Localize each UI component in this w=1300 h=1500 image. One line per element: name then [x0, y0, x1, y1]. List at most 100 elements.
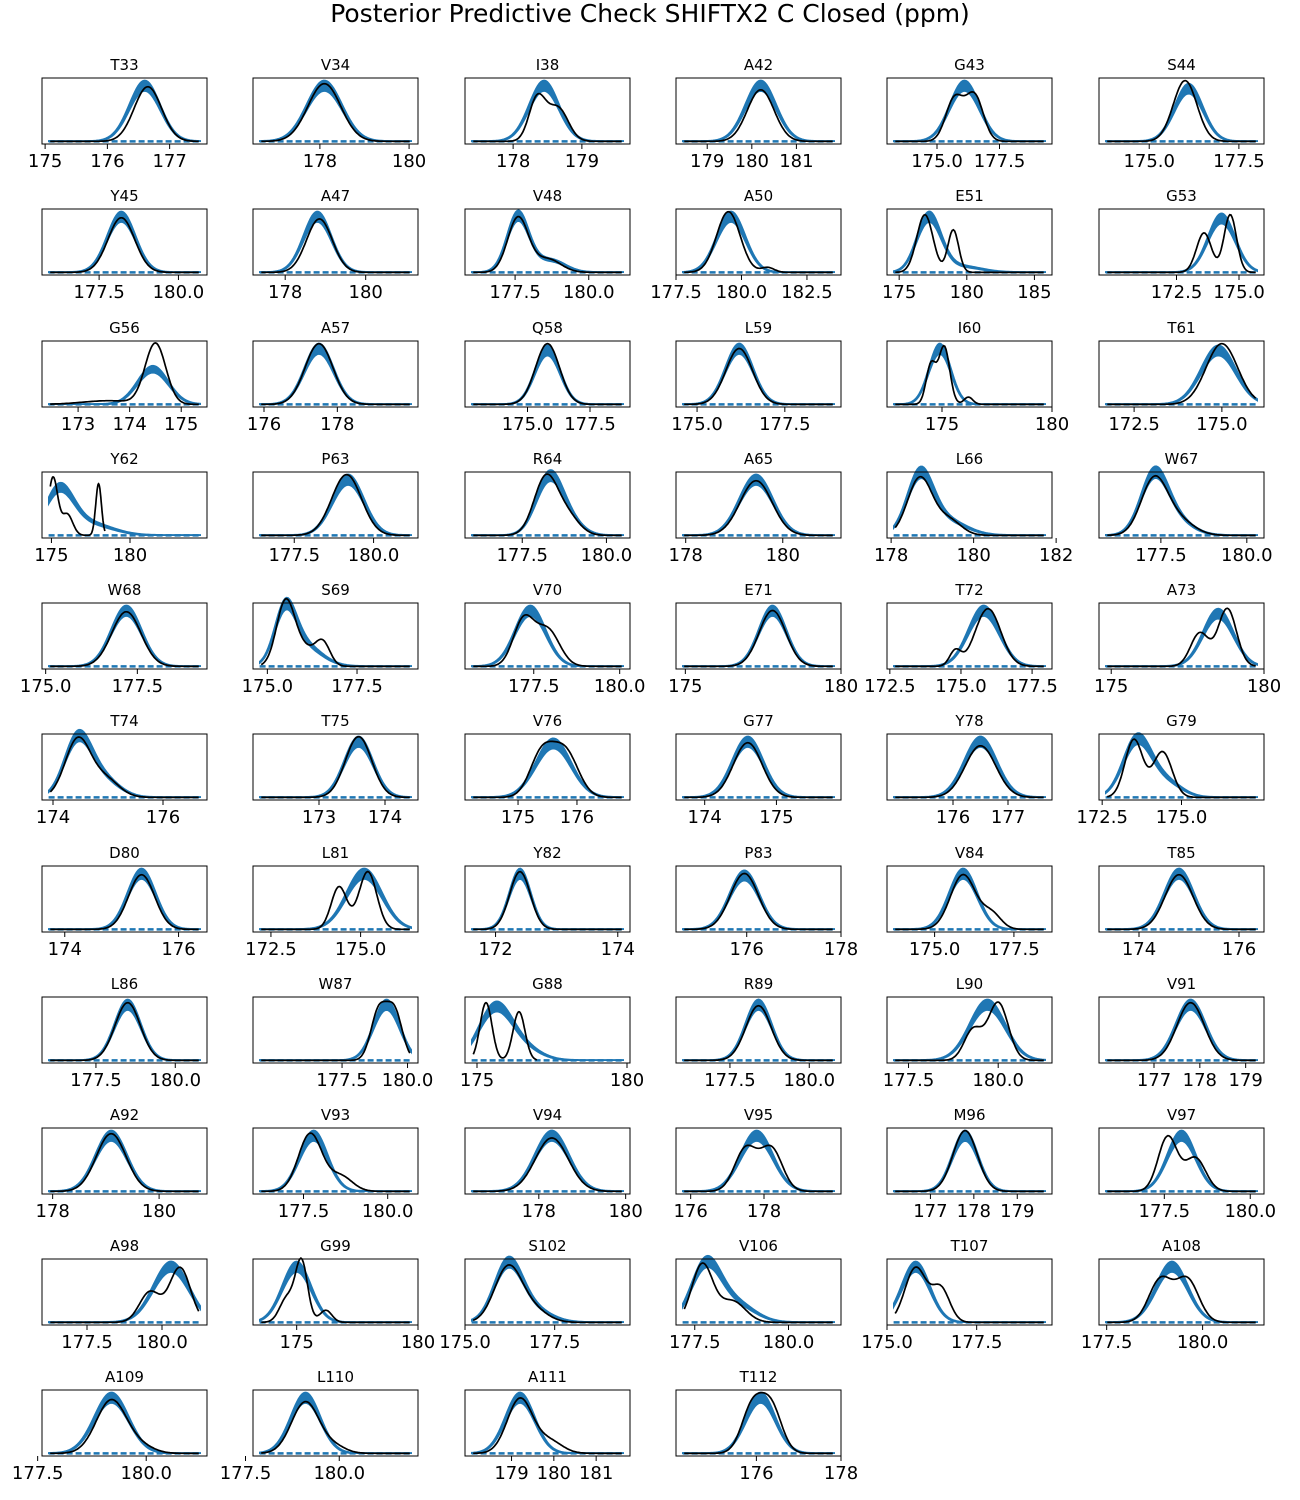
- axes-frame: [886, 1258, 1053, 1326]
- x-tick-label: 180: [956, 545, 990, 566]
- axes-frame: [886, 208, 1053, 276]
- subplot-title: E51: [955, 187, 984, 205]
- axes-frame: [464, 340, 631, 408]
- axes-frame: [252, 208, 419, 276]
- posterior-band: [471, 469, 625, 536]
- subplot-title: T107: [950, 1237, 989, 1255]
- observed-line: [472, 1264, 622, 1324]
- posterior-band: [681, 210, 836, 273]
- subplot-title: L81: [322, 844, 349, 862]
- axes-frame: [1098, 865, 1265, 933]
- axes-frame: [252, 602, 419, 670]
- subplot-title: A65: [744, 450, 773, 468]
- axes-frame: [1098, 1127, 1265, 1195]
- posterior-band: [259, 735, 412, 798]
- posterior-band: [892, 1129, 1047, 1192]
- x-tick-label: 174: [1122, 939, 1156, 960]
- x-tick-label: 175.0: [242, 676, 294, 697]
- axes-frame: [1098, 208, 1265, 276]
- subplot-R64: R64 177.5 180.0: [464, 450, 632, 566]
- x-tick-label: 175: [279, 1332, 313, 1353]
- x-tick-label: 178: [268, 282, 302, 303]
- axes-frame: [252, 340, 419, 408]
- x-tick-label: 177.5: [1213, 151, 1265, 172]
- subplot-title: S44: [1167, 56, 1196, 74]
- x-tick-label: 180.0: [348, 545, 400, 566]
- axes-frame: [675, 1127, 842, 1195]
- x-tick-label: 176: [560, 807, 594, 828]
- x-tick-label: 176: [90, 151, 124, 172]
- subplot-title: L110: [317, 1368, 354, 1386]
- posterior-band: [681, 1254, 836, 1323]
- subplot-title: W67: [1165, 450, 1199, 468]
- x-tick-label: 175.0: [671, 414, 723, 435]
- subplot-title: G77: [743, 712, 774, 730]
- subplot-title: L90: [956, 975, 983, 993]
- x-tick-label: 180: [401, 1332, 435, 1353]
- subplot-E51: E51 175 180 185: [882, 187, 1053, 303]
- x-tick-label: 176: [730, 939, 764, 960]
- x-tick-label: 173: [61, 414, 95, 435]
- x-tick-label: 177.5: [1135, 545, 1187, 566]
- observed-line: [684, 1391, 833, 1455]
- x-tick-label: 177.5: [951, 1332, 1003, 1353]
- observed-line: [261, 218, 410, 274]
- subplot-A57: A57 176 178: [247, 319, 419, 435]
- posterior-band: [892, 604, 1047, 667]
- subplot-title: I38: [536, 56, 560, 74]
- subplot-A47: A47 178 180: [252, 187, 419, 303]
- x-tick-label: 175: [1094, 676, 1128, 697]
- observed-line: [50, 873, 199, 931]
- x-tick-label: 174: [688, 807, 722, 828]
- posterior-band: [1104, 607, 1259, 667]
- observed-line: [50, 610, 199, 668]
- axes-frame: [464, 1389, 631, 1457]
- posterior-band: [47, 79, 201, 142]
- posterior-band: [1104, 1260, 1259, 1323]
- observed-line: [50, 341, 199, 406]
- subplot-title: T75: [320, 712, 349, 730]
- axes-frame: [675, 733, 842, 801]
- observed-line: [49, 475, 106, 537]
- x-tick-label: 180.0: [594, 676, 646, 697]
- axes-frame: [252, 77, 419, 145]
- subplot-A109: A109 177.5 180.0: [12, 1368, 208, 1484]
- subplot-title: V106: [739, 1237, 778, 1255]
- subplot-A111: A111 179 180 181: [464, 1368, 631, 1484]
- axes-frame: [464, 733, 631, 801]
- subplot-T85: T85 174 176: [1098, 844, 1265, 960]
- posterior-band: [681, 473, 836, 536]
- x-tick-label: 172.5: [1108, 414, 1160, 435]
- x-tick-label: 180.0: [150, 1070, 202, 1091]
- subplot-T33: T33 175 176 177: [28, 56, 208, 172]
- subplot-V91: V91 177 178 179: [1098, 975, 1265, 1091]
- x-tick-label: 175.0: [20, 676, 72, 697]
- posterior-band: [259, 867, 412, 930]
- observed-line: [895, 1129, 1044, 1193]
- subplot-title: S102: [528, 1237, 566, 1255]
- x-tick-label: 172.5: [1151, 282, 1203, 303]
- x-tick-label: 176: [1222, 939, 1256, 960]
- x-tick-label: 179: [1000, 1201, 1034, 1222]
- axes-frame: [886, 77, 1053, 145]
- observed-line: [684, 1144, 833, 1193]
- axes-frame: [252, 1389, 419, 1457]
- observed-line: [50, 216, 199, 274]
- axes-frame: [252, 1127, 419, 1195]
- subplot-E71: E71 175 180: [668, 581, 858, 697]
- subplot-title: W68: [108, 581, 142, 599]
- subplot-title: V34: [321, 56, 350, 74]
- observed-line: [684, 347, 833, 406]
- x-tick-label: 177.5: [650, 282, 702, 303]
- observed-line: [1107, 738, 1256, 799]
- x-tick-label: 176: [146, 807, 180, 828]
- posterior-band: [47, 867, 201, 930]
- posterior-band: [892, 735, 1047, 798]
- subplot-title: A98: [110, 1237, 139, 1255]
- x-tick-label: 180: [1247, 676, 1281, 697]
- x-tick-label: 176: [673, 1201, 707, 1222]
- x-tick-label: 175.0: [1213, 282, 1265, 303]
- x-tick-label: 180.0: [763, 1332, 815, 1353]
- subplot-G79: G79 172.5 175.0: [1076, 712, 1265, 828]
- x-tick-label: 177: [1137, 1070, 1171, 1091]
